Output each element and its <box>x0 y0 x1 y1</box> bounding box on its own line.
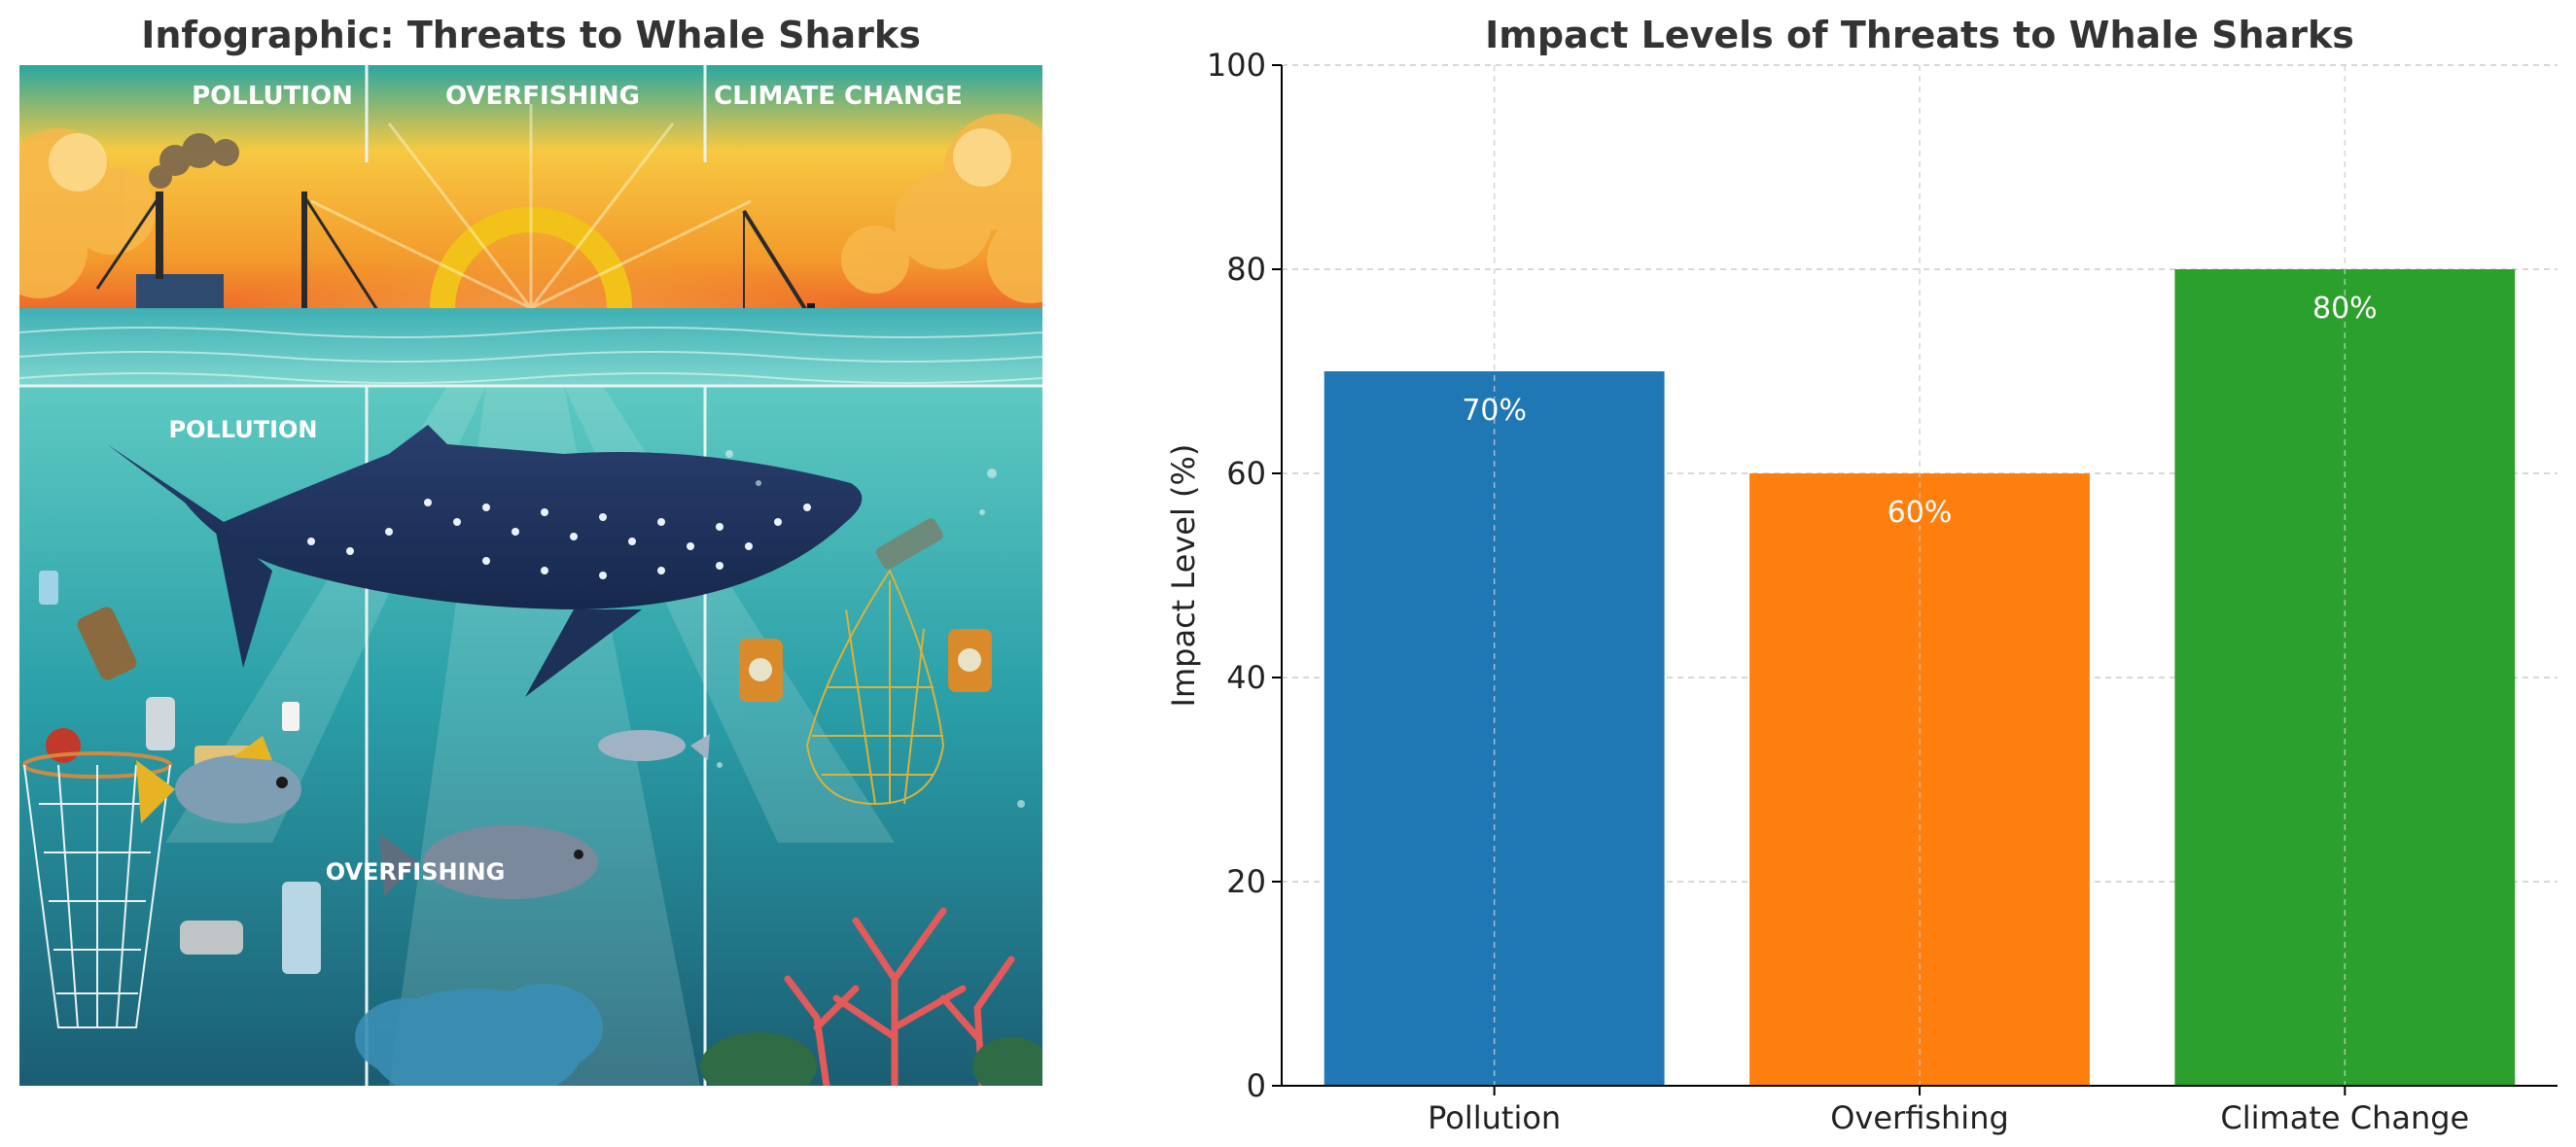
section-label-pollution: POLLUTION <box>192 82 353 111</box>
y-tick-label: 80 <box>1226 251 1266 288</box>
data-label: 70% <box>1462 394 1527 428</box>
inset-label-pollution: POLLUTION <box>169 416 318 443</box>
y-axis-label: Impact Level (%) <box>1165 444 1202 708</box>
data-label: 60% <box>1888 496 1953 530</box>
y-tick-label: 60 <box>1226 455 1266 492</box>
section-label-climate-change: CLIMATE CHANGE <box>714 82 963 111</box>
bars: 70% 60% 80% <box>1323 65 2516 1086</box>
x-tick-label: Climate Change <box>2220 1099 2469 1136</box>
y-tick-label: 100 <box>1207 47 1266 84</box>
bar-overfishing <box>1749 473 2090 1086</box>
whale-shark-infographic-image: POLLUTION OVERFISHING CLIMATE CHANGE POL… <box>19 65 1042 1086</box>
x-tick-label: Pollution <box>1428 1099 1561 1136</box>
inset-label-overfishing: OVERFISHING <box>326 858 506 886</box>
data-label: 80% <box>2312 292 2378 326</box>
tick-labels: 0 20 40 60 80 100 Pollution Overfishing Climate … <box>1207 47 2469 1136</box>
y-tick-label: 0 <box>1247 1067 1266 1104</box>
y-tick-label: 40 <box>1226 659 1266 696</box>
y-tick-label: 20 <box>1226 863 1266 900</box>
section-label-overfishing: OVERFISHING <box>445 82 640 111</box>
infographic-title: Infographic: Threats to Whale Sharks <box>141 14 921 56</box>
chart-title: Impact Levels of Threats to Whale Sharks <box>1485 14 2354 56</box>
x-tick-label: Overfishing <box>1830 1099 2009 1136</box>
